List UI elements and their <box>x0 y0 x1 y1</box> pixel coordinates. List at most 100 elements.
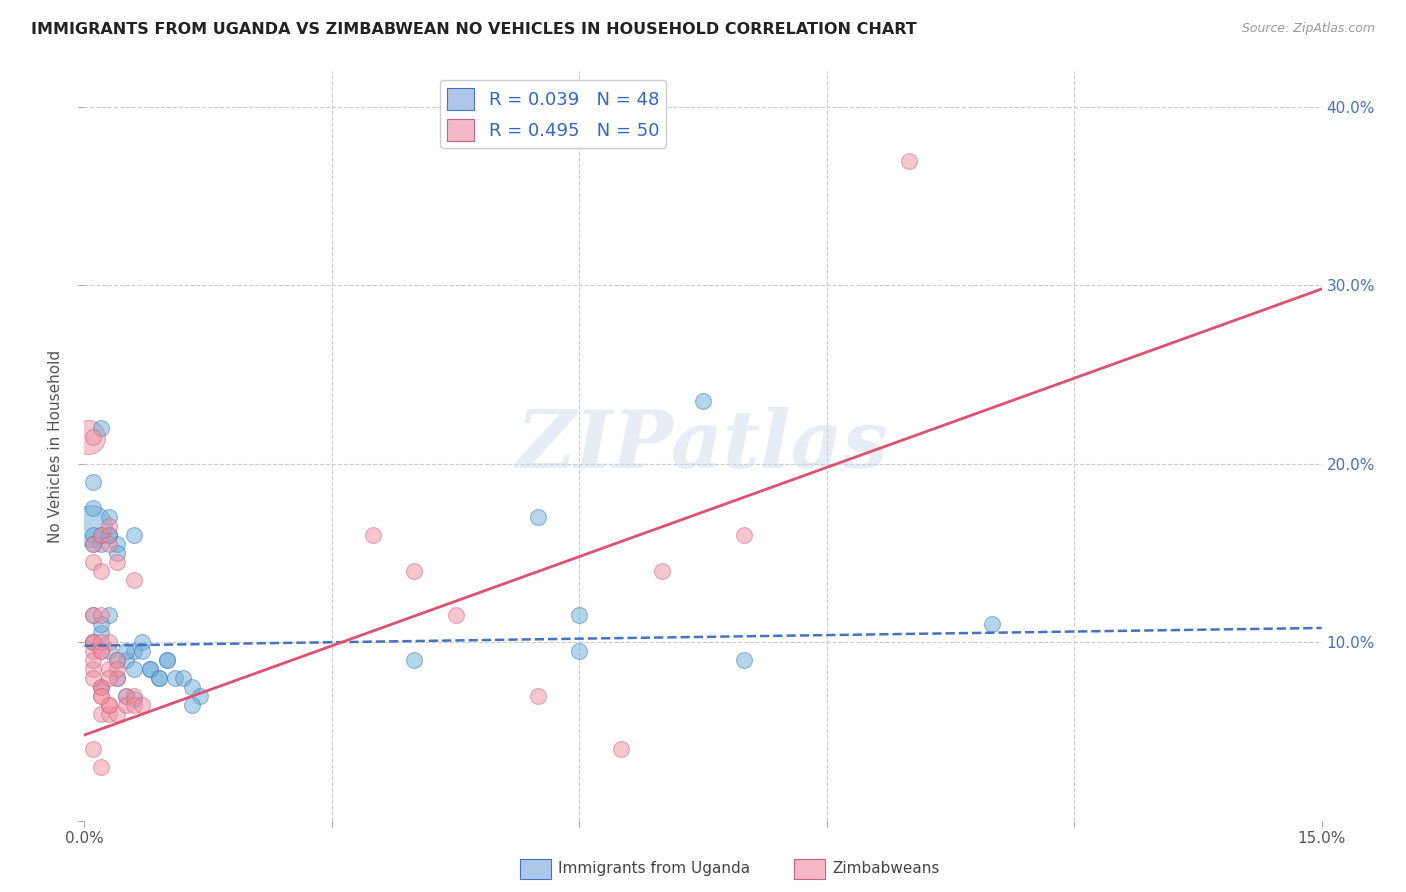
Point <box>156 653 179 667</box>
Point <box>527 689 550 703</box>
Point <box>98 644 121 658</box>
Y-axis label: No Vehicles in Household: No Vehicles in Household <box>48 350 63 542</box>
Point <box>82 608 104 623</box>
Point <box>568 608 591 623</box>
Point <box>156 653 179 667</box>
Point <box>105 537 128 551</box>
Point <box>148 671 170 685</box>
Point <box>82 653 104 667</box>
Point <box>98 698 121 712</box>
Point <box>98 519 121 533</box>
Point <box>114 698 136 712</box>
Point <box>114 653 136 667</box>
Point <box>90 644 112 658</box>
Point <box>105 555 128 569</box>
Point <box>82 662 104 676</box>
Point <box>82 608 104 623</box>
Point <box>122 528 145 542</box>
Point <box>90 537 112 551</box>
Point <box>98 671 121 685</box>
Point <box>90 635 112 649</box>
Point <box>98 635 121 649</box>
Point <box>82 671 104 685</box>
Point <box>139 662 162 676</box>
Point <box>105 653 128 667</box>
Point <box>980 617 1002 632</box>
Point <box>692 394 714 409</box>
Point <box>98 706 121 721</box>
Point <box>114 644 136 658</box>
Text: ZIPatlas: ZIPatlas <box>517 408 889 484</box>
Point <box>82 742 104 756</box>
Point <box>90 528 112 542</box>
Point <box>131 635 153 649</box>
Text: Zimbabweans: Zimbabweans <box>832 862 939 876</box>
Point <box>82 537 104 551</box>
Point <box>122 698 145 712</box>
Point <box>105 706 128 721</box>
Text: IMMIGRANTS FROM UGANDA VS ZIMBABWEAN NO VEHICLES IN HOUSEHOLD CORRELATION CHART: IMMIGRANTS FROM UGANDA VS ZIMBABWEAN NO … <box>31 22 917 37</box>
Point <box>82 644 104 658</box>
Point <box>444 608 467 623</box>
Point <box>122 662 145 676</box>
Point <box>90 689 112 703</box>
Point <box>90 528 112 542</box>
Point <box>404 564 426 578</box>
Point <box>139 662 162 676</box>
Point <box>77 430 100 444</box>
Point <box>122 573 145 587</box>
Point <box>90 706 112 721</box>
Point <box>82 555 104 569</box>
Point <box>898 153 921 168</box>
Point <box>82 635 104 649</box>
Point <box>105 671 128 685</box>
Point <box>114 689 136 703</box>
Point <box>131 644 153 658</box>
Point <box>105 546 128 560</box>
Point <box>90 617 112 632</box>
Point <box>122 644 145 658</box>
Point <box>180 680 202 694</box>
Text: Immigrants from Uganda: Immigrants from Uganda <box>558 862 751 876</box>
Point <box>98 510 121 524</box>
Point <box>609 742 631 756</box>
Legend: R = 0.039   N = 48, R = 0.495   N = 50: R = 0.039 N = 48, R = 0.495 N = 50 <box>440 80 666 148</box>
Text: Source: ZipAtlas.com: Source: ZipAtlas.com <box>1241 22 1375 36</box>
Point <box>80 519 103 533</box>
Point <box>98 528 121 542</box>
Point <box>98 662 121 676</box>
Point <box>82 430 104 444</box>
Point <box>733 528 755 542</box>
Point <box>98 698 121 712</box>
Point <box>131 698 153 712</box>
Point <box>90 608 112 623</box>
Point <box>122 692 145 706</box>
Point <box>82 475 104 489</box>
Point <box>188 689 211 703</box>
Point <box>82 537 104 551</box>
Point <box>82 635 104 649</box>
Point <box>361 528 384 542</box>
Point <box>98 537 121 551</box>
Point <box>90 564 112 578</box>
Point <box>105 671 128 685</box>
Point <box>180 698 202 712</box>
Point <box>98 528 121 542</box>
Point <box>114 689 136 703</box>
Point <box>105 662 128 676</box>
Point <box>90 644 112 658</box>
Point <box>733 653 755 667</box>
Point <box>98 608 121 623</box>
Point <box>165 671 187 685</box>
Point <box>90 680 112 694</box>
Point <box>90 421 112 435</box>
Point <box>404 653 426 667</box>
Point <box>527 510 550 524</box>
Point <box>82 528 104 542</box>
Point <box>90 689 112 703</box>
Point <box>90 680 112 694</box>
Point <box>90 760 112 774</box>
Point <box>172 671 194 685</box>
Point <box>82 635 104 649</box>
Point <box>651 564 673 578</box>
